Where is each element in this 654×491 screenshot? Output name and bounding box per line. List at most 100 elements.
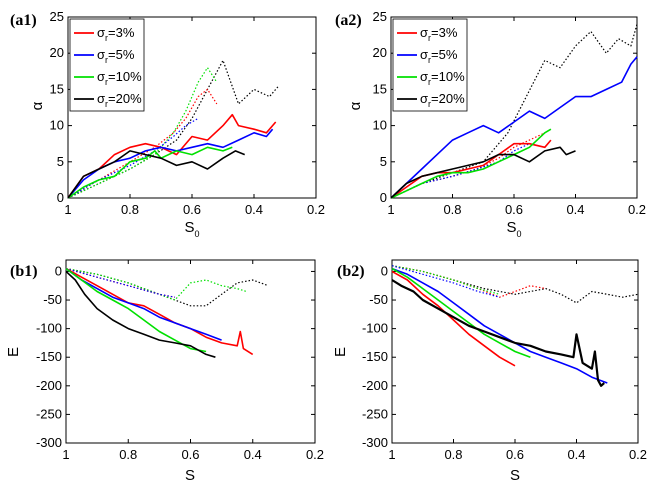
x-tick-label: 0.8 <box>119 447 137 462</box>
x-tick-label: 1 <box>62 447 69 462</box>
y-tick-label: 0 <box>381 263 388 278</box>
legend-value: =3% <box>108 25 135 40</box>
series-line-red <box>391 270 516 367</box>
panel-label: (a2) <box>335 12 362 29</box>
y-axis-label: α <box>347 101 364 110</box>
x-axis-label: S0 <box>184 219 199 239</box>
y-tick-label: 20 <box>50 45 64 60</box>
y-tick-label: 25 <box>373 9 387 24</box>
x-tick-label: 0.6 <box>505 202 523 217</box>
x-tick-label: 0.2 <box>629 447 647 462</box>
legend-entry-label: σr=3% <box>97 25 135 43</box>
panel-b1: 1 0.8 0.6 0.4 0.2 -300 -250 -200 -150 -100 -50 0 S E (… <box>5 259 324 484</box>
series-line-black <box>65 270 216 358</box>
y-tick-label: -100 <box>362 321 388 336</box>
y-tick-label: -200 <box>362 378 388 393</box>
x-tick-label: 0.8 <box>444 447 462 462</box>
x-tick-label: 0.8 <box>121 202 139 217</box>
series-line-blue <box>391 267 608 384</box>
series-line-red <box>67 113 277 199</box>
legend-subscript: r <box>105 77 108 87</box>
series-line-blue <box>65 267 222 341</box>
legend-entry-label: σr=10% <box>97 69 142 87</box>
legend-subscript: r <box>105 99 108 109</box>
x-tick-label: 0.2 <box>628 202 646 217</box>
y-tick-label: -200 <box>36 378 62 393</box>
legend-box <box>69 18 145 112</box>
y-axis-label: E <box>332 347 349 357</box>
y-axis-label: E <box>5 347 22 357</box>
series-line-dotted-green <box>67 67 218 199</box>
x-axis-label: S0 <box>506 219 521 239</box>
series-line-black <box>390 146 576 199</box>
y-tick-label: 15 <box>373 81 387 96</box>
panel-label: (b2) <box>337 263 365 280</box>
series-line-blue <box>67 128 274 199</box>
y-tick-label: 0 <box>57 190 64 205</box>
plot-frame <box>65 259 316 444</box>
legend-entry-label: σr=3% <box>420 25 458 43</box>
y-tick-label: 15 <box>50 81 64 96</box>
x-axis-label-main: S <box>510 467 520 484</box>
x-tick-label: 1 <box>388 447 395 462</box>
x-tick-label: 0.6 <box>506 447 524 462</box>
legend-entry-label: σr=10% <box>420 69 465 87</box>
y-tick-label: -300 <box>36 435 62 450</box>
panel-a1: 1 0.8 0.6 0.4 0.20510152025S0α(a1)σr=3%σr=5%… <box>10 9 325 239</box>
legend-entry-label: σr=5% <box>420 47 458 65</box>
x-tick-label: 1 <box>387 202 394 217</box>
legend-value: =5% <box>431 47 458 62</box>
legend-subscript: r <box>428 77 431 87</box>
y-tick-label: -300 <box>362 435 388 450</box>
y-tick-label: -50 <box>43 292 62 307</box>
legend-sigma: σ <box>420 91 428 106</box>
x-axis-label-main: S <box>185 467 195 484</box>
x-tick-label: 0.4 <box>566 202 584 217</box>
legend-value: =20% <box>431 91 465 106</box>
legend-sigma: σ <box>420 69 428 84</box>
y-axis-label: α <box>29 101 46 110</box>
series-line-dotted-blue <box>391 265 500 298</box>
x-axis-label-subscript: 0 <box>517 229 522 239</box>
legend-value: =5% <box>108 47 135 62</box>
x-tick-label: 0.4 <box>244 447 262 462</box>
legend-entry-label: σr=20% <box>97 91 142 109</box>
series-line-dotted-green <box>391 265 500 295</box>
legend-value: =10% <box>108 69 142 84</box>
y-tick-label: 20 <box>373 45 387 60</box>
y-tick-label: -250 <box>36 406 62 421</box>
series-line-dotted-black <box>391 265 639 304</box>
series-line-dotted-red <box>67 88 218 199</box>
x-tick-label: 0.2 <box>307 202 325 217</box>
x-tick-label: 1 <box>64 202 71 217</box>
legend-sigma: σ <box>97 47 105 62</box>
y-tick-label: 10 <box>50 118 64 133</box>
legend-subscript: r <box>428 99 431 109</box>
legend-sigma: σ <box>420 25 428 40</box>
y-tick-label: 25 <box>50 9 64 24</box>
series-line-black <box>391 279 605 387</box>
legend-entry-label: σr=5% <box>97 47 135 65</box>
x-tick-label: 0.8 <box>443 202 461 217</box>
series-line-dotted-red <box>65 268 176 298</box>
series-line-dotted-black <box>390 24 638 199</box>
panel-label: (b1) <box>10 263 38 280</box>
legend-subscript: r <box>428 55 431 65</box>
y-tick-label: -250 <box>362 406 388 421</box>
y-tick-label: 5 <box>380 154 387 169</box>
series-line-dotted-blue <box>65 268 176 298</box>
y-tick-label: 0 <box>55 263 62 278</box>
series-line-blue <box>390 56 638 199</box>
series-line-green <box>390 128 552 199</box>
series-line-dotted-blue <box>390 143 530 199</box>
legend-sigma: σ <box>97 69 105 84</box>
panel-a2: 1 0.8 0.6 0.4 0.20510152025S0α(a2)σr=3%σr=5%… <box>335 9 646 239</box>
series-line-green <box>391 267 531 358</box>
x-axis-label-subscript: 0 <box>195 229 200 239</box>
legend-value: =3% <box>431 25 458 40</box>
y-tick-label: -100 <box>36 321 62 336</box>
legend-value: =10% <box>431 69 465 84</box>
legend-sigma: σ <box>420 47 428 62</box>
y-tick-label: 5 <box>57 154 64 169</box>
